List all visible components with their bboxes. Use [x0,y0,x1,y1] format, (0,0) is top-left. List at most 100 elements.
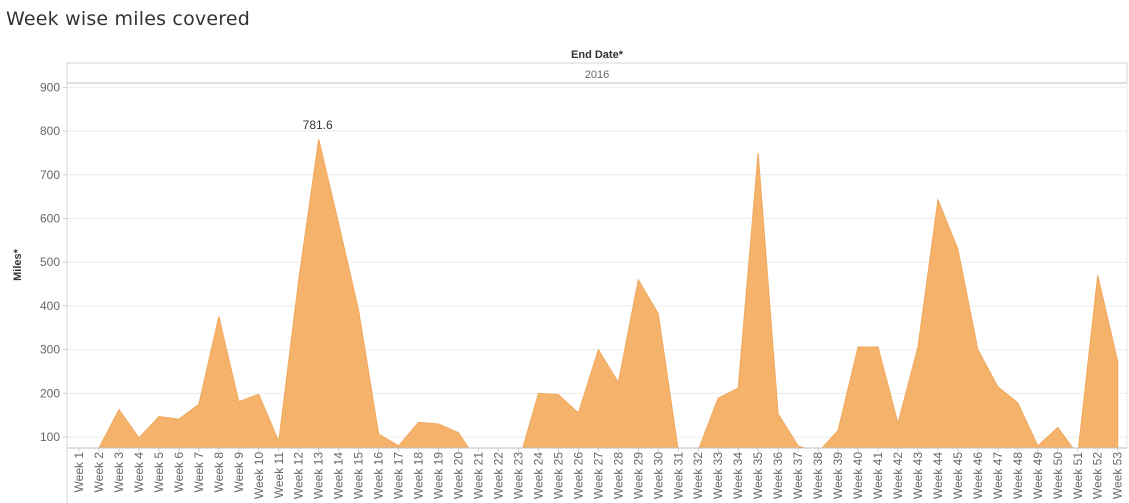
column-header-value: 2016 [585,69,609,81]
data-point[interactable] [377,432,381,436]
data-point[interactable] [337,222,341,226]
x-tick-label: Week 53 [1111,452,1125,499]
x-tick-label: Week 4 [132,452,146,493]
x-tick-label: Week 25 [551,452,565,499]
x-tick-label: Week 12 [292,452,306,499]
data-point[interactable] [836,429,840,433]
x-tick-label: Week 11 [272,452,286,499]
x-tick-label: Week 46 [971,452,985,499]
x-tick-label: Week 8 [212,452,226,493]
x-tick-label: Week 28 [611,452,625,499]
data-point[interactable] [357,308,361,312]
data-point[interactable] [956,247,960,251]
data-point[interactable] [1116,359,1120,363]
x-tick-label: Week 38 [811,452,825,499]
data-point[interactable] [1056,425,1060,429]
x-tick-label: Week 49 [1031,452,1045,499]
x-tick-label: Week 29 [631,452,645,499]
data-point[interactable] [417,420,421,424]
annotations: 781.6 [303,118,333,132]
data-point[interactable] [157,415,161,419]
data-point[interactable] [177,417,181,421]
x-tick-label: Week 30 [651,452,665,499]
data-point[interactable] [856,345,860,349]
x-tick-label: Week 5 [152,452,166,493]
data-point[interactable] [257,392,261,396]
x-tick-label: Week 16 [372,452,386,499]
data-point[interactable] [457,431,461,435]
x-tick-label: Week 44 [931,452,945,499]
data-point[interactable] [936,198,940,202]
chart-title: Week wise miles covered [6,8,250,30]
data-point[interactable] [916,345,920,349]
data-point[interactable] [876,345,880,349]
data-point[interactable] [596,348,600,352]
x-tick-label: Week 26 [571,452,585,499]
x-tick-label: Week 27 [591,452,605,499]
x-tick-label: Week 2 [92,452,106,493]
data-point[interactable] [277,439,281,443]
x-tick-label: Week 20 [452,452,466,499]
data-point[interactable] [736,386,740,390]
y-axis-title: Miles* [12,248,24,281]
x-tick-label: Week 14 [332,452,346,499]
x-tick-label: Week 32 [691,452,705,499]
data-point[interactable] [1016,401,1020,405]
data-label: 781.6 [303,118,333,132]
x-tick-label: Week 51 [1071,452,1085,499]
x-tick-label: Week 19 [432,452,446,499]
y-tick-label: 200 [40,386,60,400]
data-point[interactable] [1036,444,1040,448]
y-tick-label: 800 [40,124,60,138]
data-point[interactable] [137,436,141,440]
data-point[interactable] [197,402,201,406]
data-point[interactable] [237,400,241,404]
data-point[interactable] [636,278,640,282]
x-tick-label: Week 37 [791,452,805,499]
y-tick-label: 700 [40,168,60,182]
data-point[interactable] [297,278,301,282]
y-tick-label: 400 [40,299,60,313]
data-point[interactable] [996,385,1000,389]
x-tick-label: Week 47 [991,452,1005,499]
data-point[interactable] [896,421,900,425]
x-tick-label: Week 50 [1051,452,1065,499]
data-point[interactable] [776,412,780,416]
data-point[interactable] [716,396,720,400]
data-point[interactable] [976,348,980,352]
x-tick-label: Week 45 [951,452,965,499]
data-point[interactable] [576,411,580,415]
data-point[interactable] [656,312,660,316]
data-point[interactable] [756,151,760,155]
x-tick-label: Week 31 [671,452,685,499]
data-point[interactable] [217,314,221,318]
data-point[interactable] [397,444,401,448]
x-tick-label: Week 21 [472,452,486,499]
x-tick-label: Week 36 [771,452,785,499]
x-tick-label: Week 10 [252,452,266,499]
data-point[interactable] [536,391,540,395]
x-tick-label: Week 13 [312,452,326,499]
data-point[interactable] [117,408,121,412]
y-tick-label: 600 [40,212,60,226]
x-tick-label: Week 18 [412,452,426,499]
x-tick-label: Week 1 [72,452,86,493]
x-tick-label: Week 17 [392,452,406,499]
data-point[interactable] [437,422,441,426]
x-tick-label: Week 39 [831,452,845,499]
x-tick-label: Week 9 [232,452,246,493]
x-tick-label: Week 52 [1091,452,1105,499]
data-point[interactable] [796,444,800,448]
y-axis: 100 200 300 400 500 600 700 800 900 [40,80,67,444]
data-point[interactable] [556,393,560,397]
data-point[interactable] [317,137,321,141]
x-tick-label: Week 22 [491,452,505,499]
x-tick-label: Week 40 [851,452,865,499]
x-tick-label: Week 3 [112,452,126,493]
data-point[interactable] [1096,273,1100,277]
x-tick-label: Week 48 [1011,452,1025,499]
area-fill [78,139,1119,448]
data-point[interactable] [616,380,620,384]
x-tick-label: Week 15 [352,452,366,499]
column-field-label: End Date* [571,49,624,61]
